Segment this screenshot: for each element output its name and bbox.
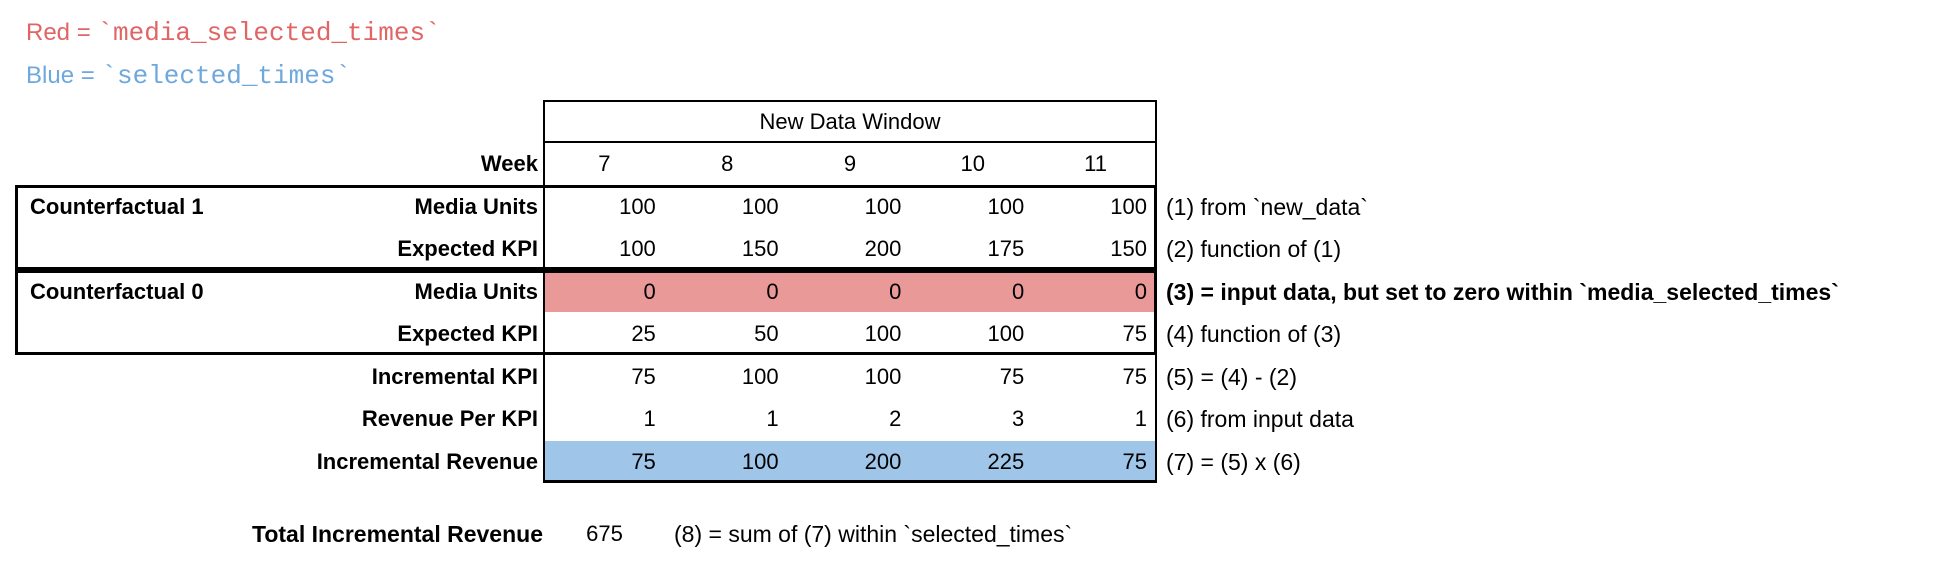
row-label: Incremental Revenue (316, 449, 538, 474)
cell-value: 100 (1110, 194, 1147, 219)
row-label: Revenue Per KPI (361, 406, 538, 431)
row-label: Expected KPI (397, 236, 538, 261)
annotation-8: (8) = sum of (7) within `selected_times` (674, 521, 1073, 547)
cell-value: 100 (864, 321, 902, 346)
cell-value: 200 (864, 449, 902, 474)
red-highlight-fill (545, 273, 1155, 312)
table-header: New Data Window (543, 100, 1157, 143)
cell-value: 100 (987, 321, 1025, 346)
legend-red-code: `media_selected_times` (97, 18, 441, 48)
legend-blue-prefix: Blue = (26, 62, 102, 89)
cell-value: 1 (643, 406, 656, 431)
cell-value: 100 (741, 194, 779, 219)
annotation-4: (4) function of (3) (1166, 321, 1342, 347)
total-label: Total Incremental Revenue (252, 521, 543, 547)
annotation-6: (6) from input data (1166, 406, 1354, 432)
cell-value: 0 (1134, 279, 1147, 304)
annotation-5: (5) = (4) - (2) (1166, 364, 1297, 390)
cell-value: 100 (864, 194, 902, 219)
cell-value: 100 (741, 449, 779, 474)
legend-blue-code: `selected_times` (101, 61, 352, 91)
counterfactual-1-box (15, 185, 1157, 270)
annotation-3: (3) = input data, but set to zero within… (1166, 279, 1839, 305)
week-value: 8 (721, 151, 734, 176)
blue-highlight-fill (545, 441, 1155, 480)
table-row-highlight-blue: 75 100 200 225 75 (543, 441, 1157, 483)
legend-blue: Blue = `selected_times` (26, 61, 351, 91)
cell-value: 200 (864, 236, 902, 261)
legend-red-prefix: Red = (26, 19, 98, 46)
week-value: 7 (598, 151, 611, 176)
table-row: 100 100 100 100 100 (543, 186, 1157, 228)
cell-value: 75 (1122, 449, 1147, 474)
cell-value: 75 (999, 364, 1025, 389)
week-label: Week (480, 151, 538, 176)
table-row: 1 1 2 3 1 (543, 398, 1157, 440)
annotation-1: (1) from `new_data` (1166, 194, 1368, 220)
cell-value: 50 (754, 321, 779, 346)
annotation-7: (7) = (5) x (6) (1166, 449, 1301, 475)
table-row-highlight-red: 0 0 0 0 0 (543, 271, 1157, 313)
group-label-counterfactual-1: Counterfactual 1 (30, 194, 204, 219)
cell-value: 75 (631, 449, 656, 474)
cell-value: 75 (631, 364, 656, 389)
cell-value: 0 (889, 279, 902, 304)
cell-value: 100 (864, 364, 902, 389)
cell-value: 175 (987, 236, 1025, 261)
annotation-2: (2) function of (1) (1166, 236, 1342, 262)
row-label: Expected KPI (397, 321, 538, 346)
week-values-row: 7 8 9 10 11 (543, 143, 1157, 185)
row-label: Media Units (414, 279, 538, 304)
cell-value: 1 (766, 406, 779, 431)
row-label: Media Units (414, 194, 538, 219)
cell-value: 1 (1134, 406, 1147, 431)
cell-value: 0 (643, 279, 656, 304)
cell-value: 0 (1011, 279, 1025, 304)
cell-value: 0 (766, 279, 779, 304)
table-row: 100 150 200 175 150 (543, 228, 1157, 270)
cell-value: 75 (1122, 321, 1147, 346)
cell-value: 3 (1011, 406, 1025, 431)
cell-value: 150 (1110, 236, 1147, 261)
row-label: Incremental KPI (371, 364, 538, 389)
cell-value: 100 (987, 194, 1025, 219)
cell-value: 100 (741, 364, 779, 389)
cell-value: 100 (619, 236, 656, 261)
week-value: 9 (843, 151, 857, 176)
group-label-counterfactual-0: Counterfactual 0 (30, 279, 204, 304)
cell-value: 100 (619, 194, 656, 219)
cell-value: 75 (1122, 364, 1147, 389)
legend-red: Red = `media_selected_times` (26, 18, 441, 48)
table-row: 75 100 100 75 75 (543, 356, 1157, 398)
cell-value: 150 (741, 236, 779, 261)
week-value: 11 (1084, 151, 1107, 176)
counterfactual-0-box (15, 270, 1157, 355)
week-value: 10 (960, 151, 986, 176)
table-row: 25 50 100 100 75 (543, 313, 1157, 355)
cell-value: 225 (987, 449, 1025, 474)
cell-value: 2 (889, 406, 902, 431)
total-value: 675 (586, 521, 623, 546)
week-row-frame (543, 143, 1157, 185)
cell-value: 25 (631, 321, 656, 346)
